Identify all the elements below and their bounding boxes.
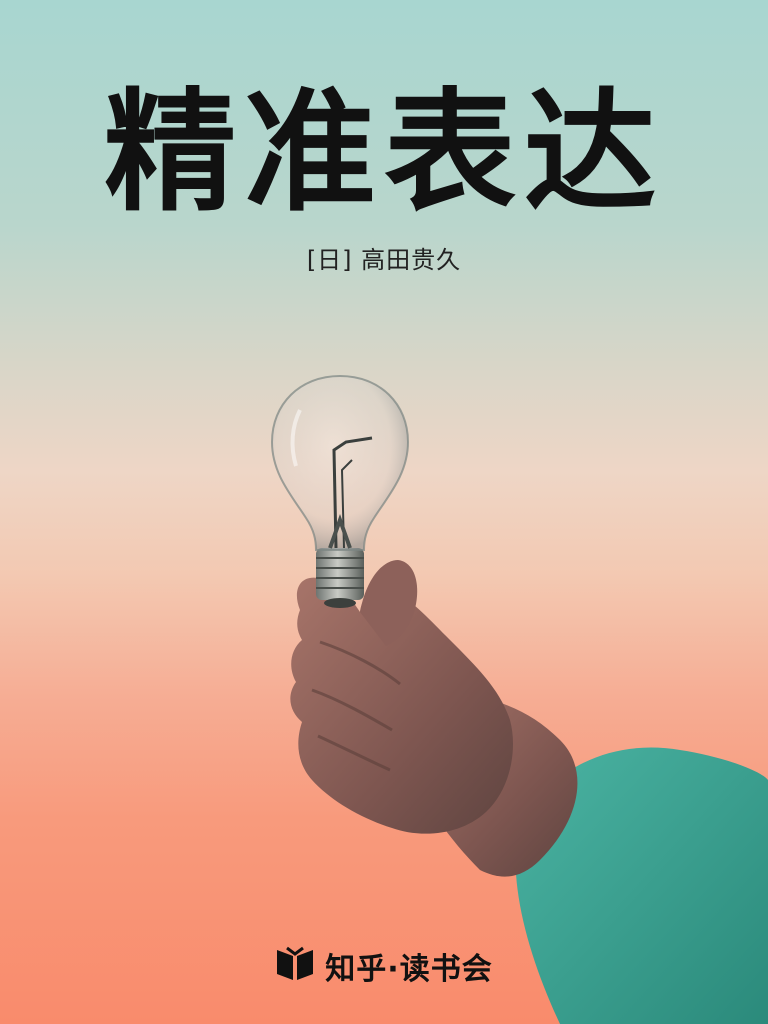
light-bulb (270, 374, 410, 551)
hand (290, 577, 513, 834)
sleeve (515, 747, 768, 1024)
book-author: [日] 高田贵久 (306, 246, 462, 274)
book-title: 精准表达 (104, 76, 664, 230)
thumb (360, 560, 418, 646)
publisher-name: 知乎·读书会 (325, 952, 493, 987)
bulb-base (316, 548, 364, 608)
open-book-icon (275, 946, 315, 986)
publisher-brand: 知乎·读书会 (0, 944, 768, 988)
